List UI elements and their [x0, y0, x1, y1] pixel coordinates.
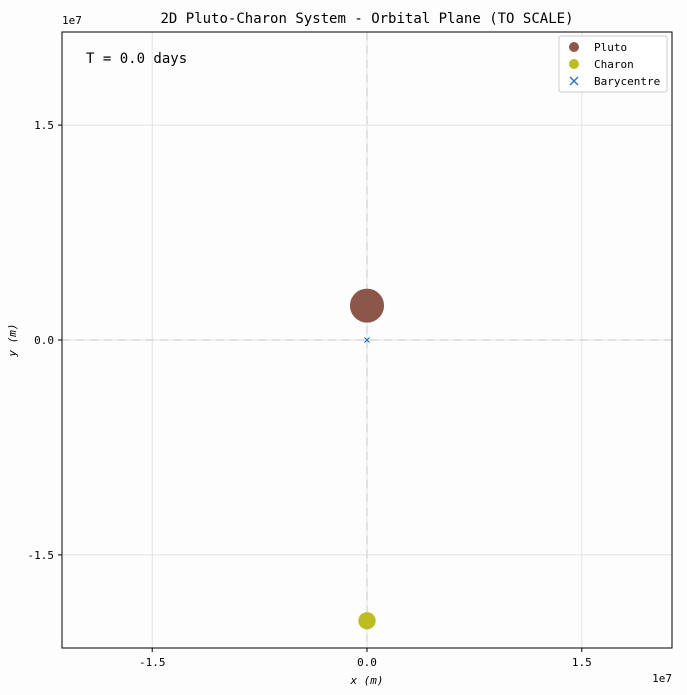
- legend-pluto-label: Pluto: [594, 41, 627, 54]
- y-axis-title: y (m): [6, 323, 19, 357]
- legend-box: [558, 35, 668, 93]
- y-tick-label: 0.0: [34, 334, 54, 347]
- data-marks: [349, 288, 385, 630]
- x-axis-title: x (m): [349, 674, 383, 687]
- y-tick-label: 1.5: [34, 119, 54, 132]
- y-offset-label: 1e7: [62, 14, 82, 27]
- legend-barycentre-label: Barycentre: [594, 75, 660, 88]
- legend-charon-marker: [569, 59, 579, 69]
- time-annotation: T = 0.0 days: [86, 51, 187, 67]
- y-tick-label: -1.5: [28, 549, 55, 562]
- legend-charon-label: Charon: [594, 58, 634, 71]
- legend-pluto-marker: [569, 42, 579, 52]
- charon-point: [358, 612, 376, 630]
- x-tick-label: -1.5: [139, 656, 166, 669]
- chart-title: 2D Pluto-Charon System - Orbital Plane (…: [160, 11, 573, 27]
- x-tick-label: 1.5: [572, 656, 592, 669]
- x-offset-label: 1e7: [652, 672, 672, 685]
- legend-barycentre-marker: [569, 76, 579, 86]
- axis-ticks: -1.5 0.0 1.5 -1.5 0.0 1.5: [28, 119, 592, 669]
- legend: Pluto Charon Barycentre: [558, 35, 668, 93]
- barycentre-point: [364, 337, 370, 343]
- x-tick-label: 0.0: [357, 656, 377, 669]
- pluto-point: [349, 288, 385, 323]
